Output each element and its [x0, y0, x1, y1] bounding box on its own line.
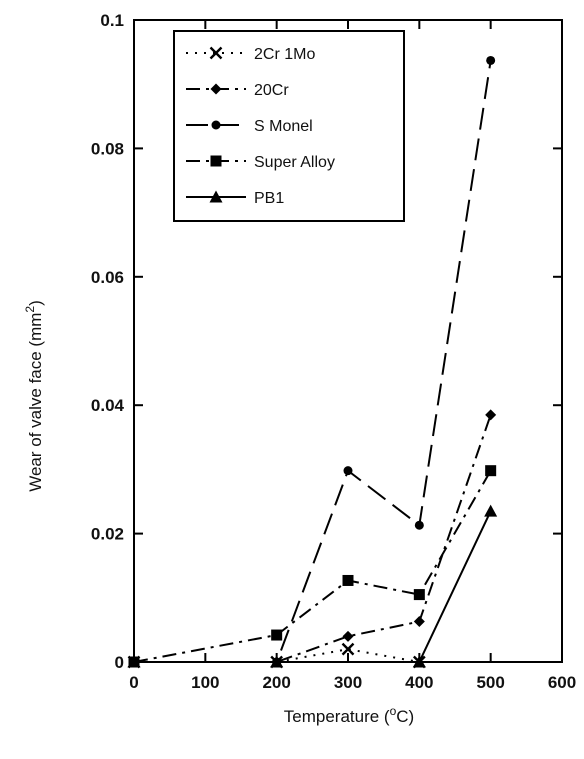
y-tick-label: 0.08: [91, 139, 124, 158]
x-tick-label: 0: [129, 673, 138, 692]
legend-item: 20Cr: [186, 82, 289, 99]
data-point: [412, 655, 426, 668]
legend-label: PB1: [254, 190, 284, 207]
y-tick-label: 0.04: [91, 396, 125, 415]
data-point: [413, 589, 425, 601]
legend-item: 2Cr 1Mo: [186, 46, 315, 63]
legend-item: S Monel: [186, 118, 313, 135]
data-point: [341, 642, 355, 656]
series-super-alloy: [128, 465, 497, 668]
data-point: [413, 616, 425, 628]
data-point: [485, 409, 497, 421]
legend-marker: [210, 83, 222, 95]
series-20cr: [128, 409, 497, 668]
legend-item: PB1: [186, 190, 284, 207]
data-point: [343, 466, 353, 476]
legend-label: S Monel: [254, 118, 313, 135]
x-tick-label: 200: [262, 673, 290, 692]
legend: 2Cr 1Mo 20Cr S Monel Super Alloy PB1: [173, 30, 405, 222]
y-tick-label: 0.1: [100, 11, 124, 30]
x-tick-label: 500: [476, 673, 504, 692]
series-line: [133, 470, 492, 663]
data-point: [342, 574, 354, 586]
data-point: [271, 629, 283, 641]
data-point: [342, 630, 354, 642]
data-point: [127, 655, 141, 668]
data-point: [270, 655, 284, 668]
x-tick-label: 100: [191, 673, 219, 692]
data-point: [486, 55, 496, 65]
legend-marker: [209, 190, 223, 203]
data-point: [485, 465, 497, 477]
legend-marker: [209, 46, 223, 60]
series-layer: [127, 55, 498, 669]
data-point: [484, 504, 498, 517]
x-tick-label: 300: [334, 673, 362, 692]
series-pb1: [127, 504, 498, 668]
legend-label: 20Cr: [254, 82, 289, 99]
y-tick-label: 0.02: [91, 525, 124, 544]
data-point: [414, 520, 424, 530]
series-line: [134, 510, 492, 663]
legend-label: Super Alloy: [254, 154, 335, 171]
legend-label: 2Cr 1Mo: [254, 46, 315, 63]
x-axis-ticks: 0 100 200 300 400 500 600: [129, 20, 576, 692]
legend-marker: [211, 120, 221, 130]
x-tick-label: 400: [405, 673, 433, 692]
y-axis-ticks: 0 0.02 0.04 0.06 0.08 0.1: [91, 11, 562, 672]
y-tick-label: 0: [115, 653, 124, 672]
x-tick-label: 600: [548, 673, 576, 692]
legend-item: Super Alloy: [186, 154, 335, 171]
x-axis-label: Temperature (oC): [284, 704, 414, 726]
y-axis-label: Wear of valve face (mm2): [23, 300, 45, 492]
y-tick-label: 0.06: [91, 268, 124, 287]
legend-marker: [210, 155, 222, 167]
